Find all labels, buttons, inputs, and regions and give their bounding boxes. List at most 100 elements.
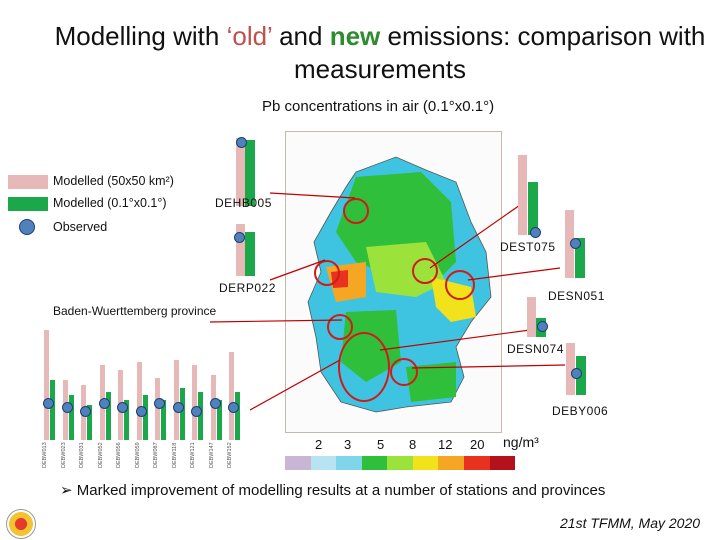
line-province — [209, 319, 343, 323]
bw-dot-observed — [80, 406, 91, 417]
bar-coarse-dest075 — [518, 155, 527, 235]
bw-bar-fine — [87, 405, 92, 440]
msc-e-logo-icon — [6, 509, 36, 539]
bw-bar-fine — [50, 380, 55, 440]
title-new: new — [329, 21, 381, 51]
highlight-circle-derp022 — [314, 260, 340, 286]
highlight-circle-baden-wuerttemberg — [338, 332, 390, 402]
legend-label-fine: Modelled (0.1°x0.1°) — [53, 196, 167, 210]
bw-station-label: DEBW059 — [134, 442, 141, 468]
bullet-text: Marked improvement of modelling results … — [76, 482, 606, 499]
station-label-dest075: DEST075 — [500, 240, 556, 254]
colorbar-segment — [310, 456, 337, 470]
station-label-derp022: DERP022 — [219, 281, 276, 295]
highlight-circle-deby006 — [390, 358, 418, 386]
bw-bar-fine — [235, 392, 240, 440]
province-label: Baden-Wuerttemberg province — [53, 304, 217, 318]
colorbar-segment — [463, 456, 490, 470]
colorbar-segment — [336, 456, 362, 470]
bar-coarse-desn051 — [565, 210, 574, 278]
bar-coarse-dehb005 — [236, 138, 245, 206]
colorbar-segment — [412, 456, 439, 470]
bar-coarse-derp022 — [236, 224, 245, 276]
legend-swatch-fine — [8, 197, 48, 211]
bw-station-label: DEBW121 — [190, 442, 196, 468]
bar-fine-dest075 — [528, 182, 538, 235]
slide-title: Modelling with ‘old’ and new emissions: … — [40, 20, 720, 86]
scale-tick-5: 5 — [377, 437, 385, 452]
title-old: ‘old’ — [226, 21, 272, 51]
bw-bar-fine — [179, 388, 185, 440]
bw-station-label: DEBW023 — [60, 442, 67, 468]
station-label-desn074: DESN074 — [507, 342, 564, 356]
scale-tick-8: 8 — [409, 437, 417, 452]
bw-station-label: DEBW147 — [208, 442, 215, 468]
arrow-bullet-icon: ➢ — [60, 482, 77, 499]
dot-observed-deby006 — [571, 368, 582, 379]
bw-bar-coarse — [155, 378, 160, 440]
bw-station-label: DEBW152 — [227, 442, 233, 468]
station-label-dehb005: DEHB005 — [215, 196, 272, 210]
region-bavaria-green — [406, 362, 456, 402]
bw-dot-observed — [61, 402, 73, 413]
bw-bar-coarse — [136, 362, 142, 440]
bw-dot-observed — [191, 406, 202, 417]
bw-bar-fine — [216, 400, 222, 440]
dot-observed-derp022 — [234, 232, 245, 243]
highlight-circle-dehb005 — [343, 198, 369, 224]
bw-dot-observed — [228, 402, 239, 413]
station-label-desn051: DESN051 — [548, 289, 605, 303]
title-prefix: Modelling with — [54, 21, 227, 51]
bullet-point: ➢ Marked improvement of modelling result… — [60, 481, 605, 499]
bw-bar-fine — [105, 392, 111, 440]
bw-bar-fine — [198, 392, 203, 440]
colorbar-segment — [387, 456, 413, 470]
footer: 21st TFMM, May 2020 — [560, 515, 701, 531]
legend-swatch-coarse — [8, 175, 48, 189]
scale-unit: ng/m³ — [503, 434, 539, 450]
bar-fine-derp022 — [245, 232, 255, 276]
scale-tick-3: 3 — [344, 437, 352, 452]
bw-bar-coarse — [229, 352, 234, 440]
colorbar — [285, 456, 516, 470]
bw-bar-fine — [142, 395, 148, 440]
dot-observed-dest075 — [530, 227, 541, 238]
bw-station-label: DEBW052 — [97, 442, 104, 468]
bw-station-label: DEBW056 — [116, 442, 122, 468]
line-desn051 — [467, 267, 561, 281]
colorbar-segment — [361, 456, 388, 470]
bw-dot-observed — [135, 406, 147, 417]
station-label-deby006: DEBY006 — [552, 404, 609, 418]
dot-observed-desn051 — [570, 238, 581, 249]
bw-dot-observed — [43, 398, 54, 409]
legend-dot-observed — [19, 219, 35, 235]
bw-station-label: DEBW118 — [171, 442, 178, 468]
legend-label-coarse: Modelled (50x50 km²) — [53, 174, 174, 188]
scale-tick-12: 12 — [438, 437, 453, 452]
line-desn074 — [379, 329, 531, 351]
bar-fine-desn051 — [575, 238, 585, 278]
bw-bar-coarse — [173, 360, 179, 440]
bw-bar-fine — [161, 400, 166, 440]
highlight-circle-desn051 — [445, 270, 475, 300]
dot-observed-desn074 — [537, 321, 548, 332]
bw-dot-observed — [117, 402, 128, 413]
bw-bar-coarse — [44, 330, 49, 440]
bar-coarse-deby006 — [566, 343, 575, 395]
colorbar-segment — [285, 456, 311, 470]
line-dehb005 — [269, 192, 356, 199]
bw-station-label: DEBW087 — [153, 442, 159, 468]
colorbar-segment — [489, 456, 516, 470]
line-deby006 — [411, 364, 566, 369]
bar-coarse-desn074 — [527, 297, 536, 337]
bw-bar-coarse — [192, 365, 197, 440]
bar-fine-dehb005 — [245, 140, 255, 206]
colorbar-segment — [438, 456, 464, 470]
scale-tick-20: 20 — [470, 437, 485, 452]
bw-dot-observed — [209, 398, 221, 409]
bw-dot-observed — [98, 398, 110, 409]
legend-label-observed: Observed — [53, 220, 108, 234]
bw-bar-fine — [124, 400, 129, 440]
bw-bar-fine — [68, 395, 74, 440]
